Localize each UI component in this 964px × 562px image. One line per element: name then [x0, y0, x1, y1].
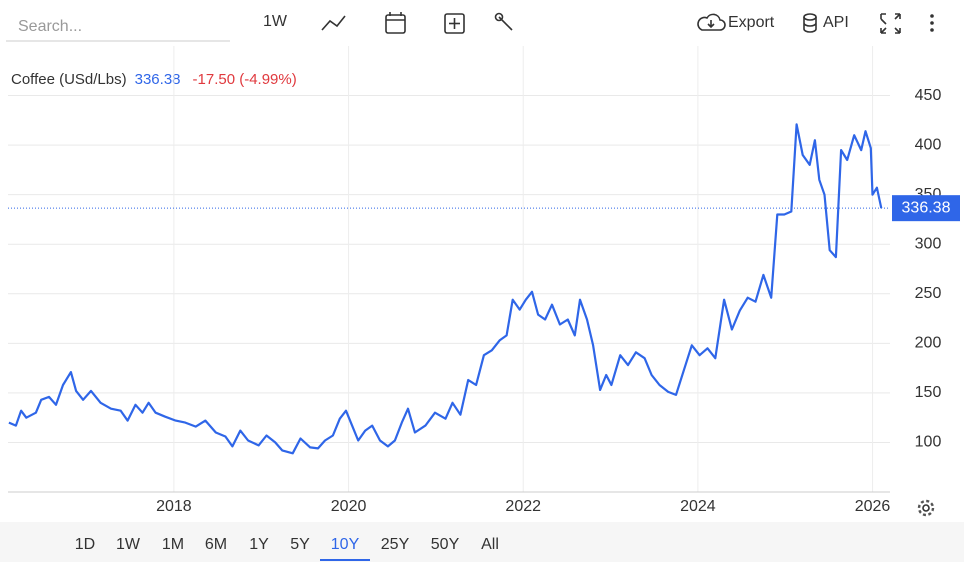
range-button[interactable]: 1D — [75, 536, 95, 553]
range-button[interactable]: 1Y — [249, 536, 269, 553]
tools-button[interactable] — [494, 12, 513, 31]
y-tick-label: 250 — [915, 285, 942, 302]
range-button[interactable]: All — [481, 536, 499, 553]
export-button[interactable]: Export — [697, 13, 775, 31]
menu-button[interactable] — [930, 14, 934, 32]
range-bar — [0, 522, 964, 562]
x-tick-label: 2026 — [855, 498, 891, 515]
last-price-badge — [892, 195, 960, 222]
interval-button[interactable]: 1W — [263, 13, 288, 30]
compare-button[interactable] — [444, 13, 465, 34]
range-button[interactable]: 6M — [205, 536, 227, 553]
range-button[interactable]: 5Y — [290, 536, 310, 553]
y-tick-label: 450 — [915, 87, 942, 104]
x-tick-label: 2022 — [505, 498, 541, 515]
range-button[interactable]: 25Y — [381, 536, 410, 553]
x-tick-label: 2024 — [680, 498, 716, 515]
api-button[interactable]: API — [803, 13, 849, 33]
fullscreen-button[interactable] — [880, 13, 901, 34]
range-button[interactable]: 50Y — [431, 536, 460, 553]
search-box[interactable]: Search... — [6, 18, 230, 42]
y-tick-label: 100 — [915, 434, 942, 451]
y-tick-label: 400 — [915, 136, 942, 153]
x-tick-label: 2020 — [331, 498, 367, 515]
y-tick-label: 200 — [915, 335, 942, 352]
range-button[interactable]: 1W — [116, 536, 141, 553]
last-price: 336.38 — [135, 71, 181, 88]
api-label[interactable]: API — [823, 14, 849, 31]
y-tick-label: 150 — [915, 384, 942, 401]
calendar-button[interactable] — [385, 12, 406, 34]
y-tick-label: 300 — [915, 235, 942, 252]
range-button[interactable]: 10Y — [331, 536, 360, 553]
chart-type-button[interactable] — [321, 15, 346, 31]
export-label[interactable]: Export — [728, 14, 775, 31]
last-price-badge-label: 336.38 — [902, 199, 951, 216]
series-name: Coffee (USd/Lbs) — [11, 71, 127, 88]
search-placeholder[interactable]: Search... — [18, 18, 82, 35]
settings-button[interactable] — [917, 499, 935, 517]
x-tick-label: 2018 — [156, 498, 192, 515]
price-line — [8, 123, 883, 455]
price-change: -17.50 (-4.99%) — [193, 71, 297, 88]
range-button[interactable]: 1M — [162, 536, 184, 553]
